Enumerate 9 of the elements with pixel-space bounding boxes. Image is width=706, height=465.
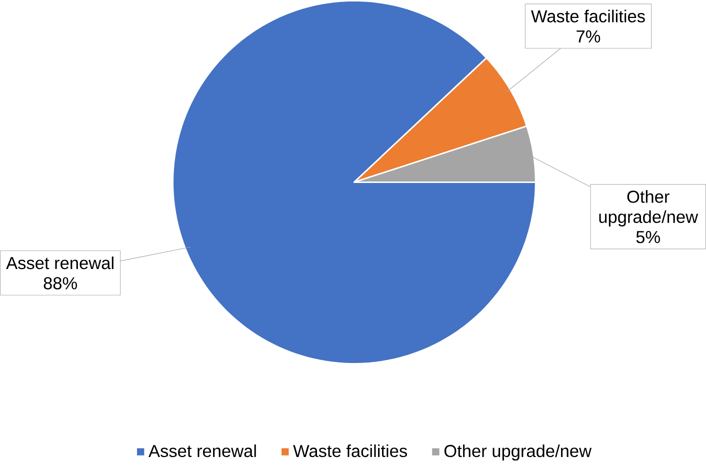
data-label: 5% [636, 231, 660, 244]
slice-label: Other upgrade/new [599, 190, 698, 226]
slice-label: Waste facilities [531, 10, 645, 22]
data-label: 88% [44, 277, 77, 290]
data-label: 7% [576, 30, 600, 43]
slice-label: Asset renewal [6, 256, 114, 270]
legend-label: Asset renewal [148, 444, 256, 458]
legend-label: Other upgrade/new [444, 444, 592, 461]
legend-label: Waste facilities [293, 444, 407, 458]
